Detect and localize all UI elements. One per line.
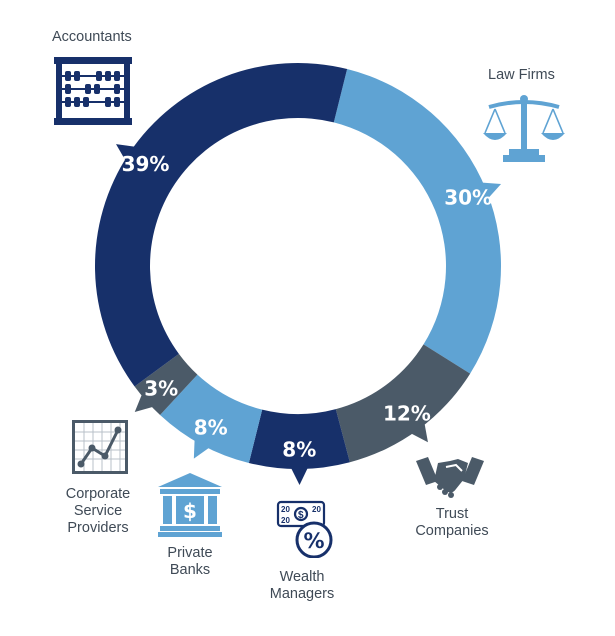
svg-text:20: 20	[281, 516, 290, 525]
slice-law-firms	[333, 69, 501, 374]
slice-pointer	[409, 422, 428, 443]
value-label: 8%	[194, 415, 228, 439]
scales-icon	[483, 95, 565, 162]
svg-text:20: 20	[281, 505, 290, 514]
label-csp-line2: Service	[73, 503, 123, 519]
label-trust-line2: Companies	[415, 523, 489, 539]
slice-trust-companies	[335, 344, 471, 463]
slice-accountants	[95, 62, 348, 387]
label-trust-companies: Trust Companies	[402, 506, 502, 540]
svg-text:%: %	[303, 529, 324, 553]
slice-private-banks	[160, 374, 263, 463]
value-label: 8%	[282, 437, 316, 461]
label-wealth-line2: Managers	[269, 586, 335, 602]
slice-pointer	[134, 393, 155, 412]
svg-text:$: $	[183, 499, 197, 523]
abacus-icon	[54, 57, 132, 125]
label-csp-line3: Providers	[67, 520, 129, 536]
label-banks-line1: Private	[167, 545, 213, 561]
money-percent-icon: 20 20 20 $ %	[276, 500, 333, 558]
value-label: 12%	[383, 402, 431, 426]
label-corporate-service-providers: Corporate Service Providers	[48, 486, 148, 537]
label-wealth-line1: Wealth	[279, 569, 325, 585]
label-law-firms: Law Firms	[488, 67, 555, 83]
label-trust-line1: Trust	[435, 506, 469, 522]
label-wealth-managers: Wealth Managers	[252, 569, 352, 603]
handshake-icon	[416, 457, 484, 498]
slice-pointer	[116, 144, 137, 162]
value-label: 39%	[122, 152, 170, 176]
bank-icon: $	[158, 473, 222, 537]
value-label: 3%	[144, 376, 178, 400]
label-accountants: Accountants	[52, 29, 132, 45]
label-private-banks: Private Banks	[140, 545, 240, 579]
slice-pointer	[193, 438, 211, 459]
value-label: 30%	[444, 185, 492, 209]
slice-corporate-service-providers	[134, 353, 198, 415]
label-csp-line1: Corporate	[65, 486, 131, 502]
slice-wealth-managers	[248, 409, 350, 469]
line-chart-icon	[72, 420, 128, 474]
slice-pointer	[290, 466, 309, 485]
slice-pointer	[480, 182, 502, 200]
svg-text:20: 20	[312, 505, 321, 514]
label-banks-line2: Banks	[169, 562, 211, 578]
svg-text:$: $	[298, 510, 304, 521]
